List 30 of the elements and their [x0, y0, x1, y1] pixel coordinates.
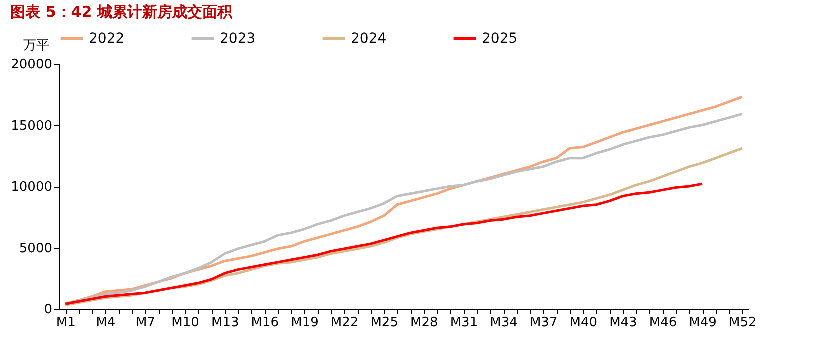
legend-label: 2024: [351, 31, 387, 47]
legend-label: 2023: [220, 31, 256, 47]
x-tick-label: M10: [172, 316, 200, 330]
x-tick-label: M52: [728, 316, 757, 330]
x-tick-label: M43: [610, 316, 638, 330]
legend-label: 2022: [89, 31, 125, 47]
y-tick-label: 10000: [11, 180, 52, 195]
y-tick-label: 0: [44, 302, 52, 318]
x-tick-label: M16: [251, 316, 280, 330]
x-tick-label: M37: [530, 316, 558, 330]
x-tick-label: M31: [450, 316, 478, 330]
y-tick-label: 15000: [11, 118, 52, 134]
chart-title: 图表 5：42 城累计新房成交面积: [10, 3, 234, 21]
x-tick-label: M40: [570, 316, 598, 330]
x-tick-label: M28: [410, 316, 438, 330]
x-tick-label: M49: [689, 316, 717, 330]
x-tick-label: M46: [649, 316, 678, 330]
x-tick-label: M4: [96, 316, 116, 330]
x-tick-label: M19: [291, 316, 319, 330]
line-series: [64, 182, 704, 306]
x-tick-label: M22: [330, 316, 359, 330]
x-tick-label: M13: [211, 316, 240, 330]
x-tick-label: M25: [370, 316, 398, 330]
legend-label: 2025: [482, 31, 518, 47]
y-axis-title: 万平: [24, 38, 50, 54]
x-tick-label: M7: [136, 316, 156, 330]
y-tick-label: 20000: [11, 58, 52, 72]
y-tick-label: 5000: [19, 241, 52, 256]
x-tick-label: M1: [56, 316, 76, 330]
x-tick-label: M34: [490, 316, 518, 330]
